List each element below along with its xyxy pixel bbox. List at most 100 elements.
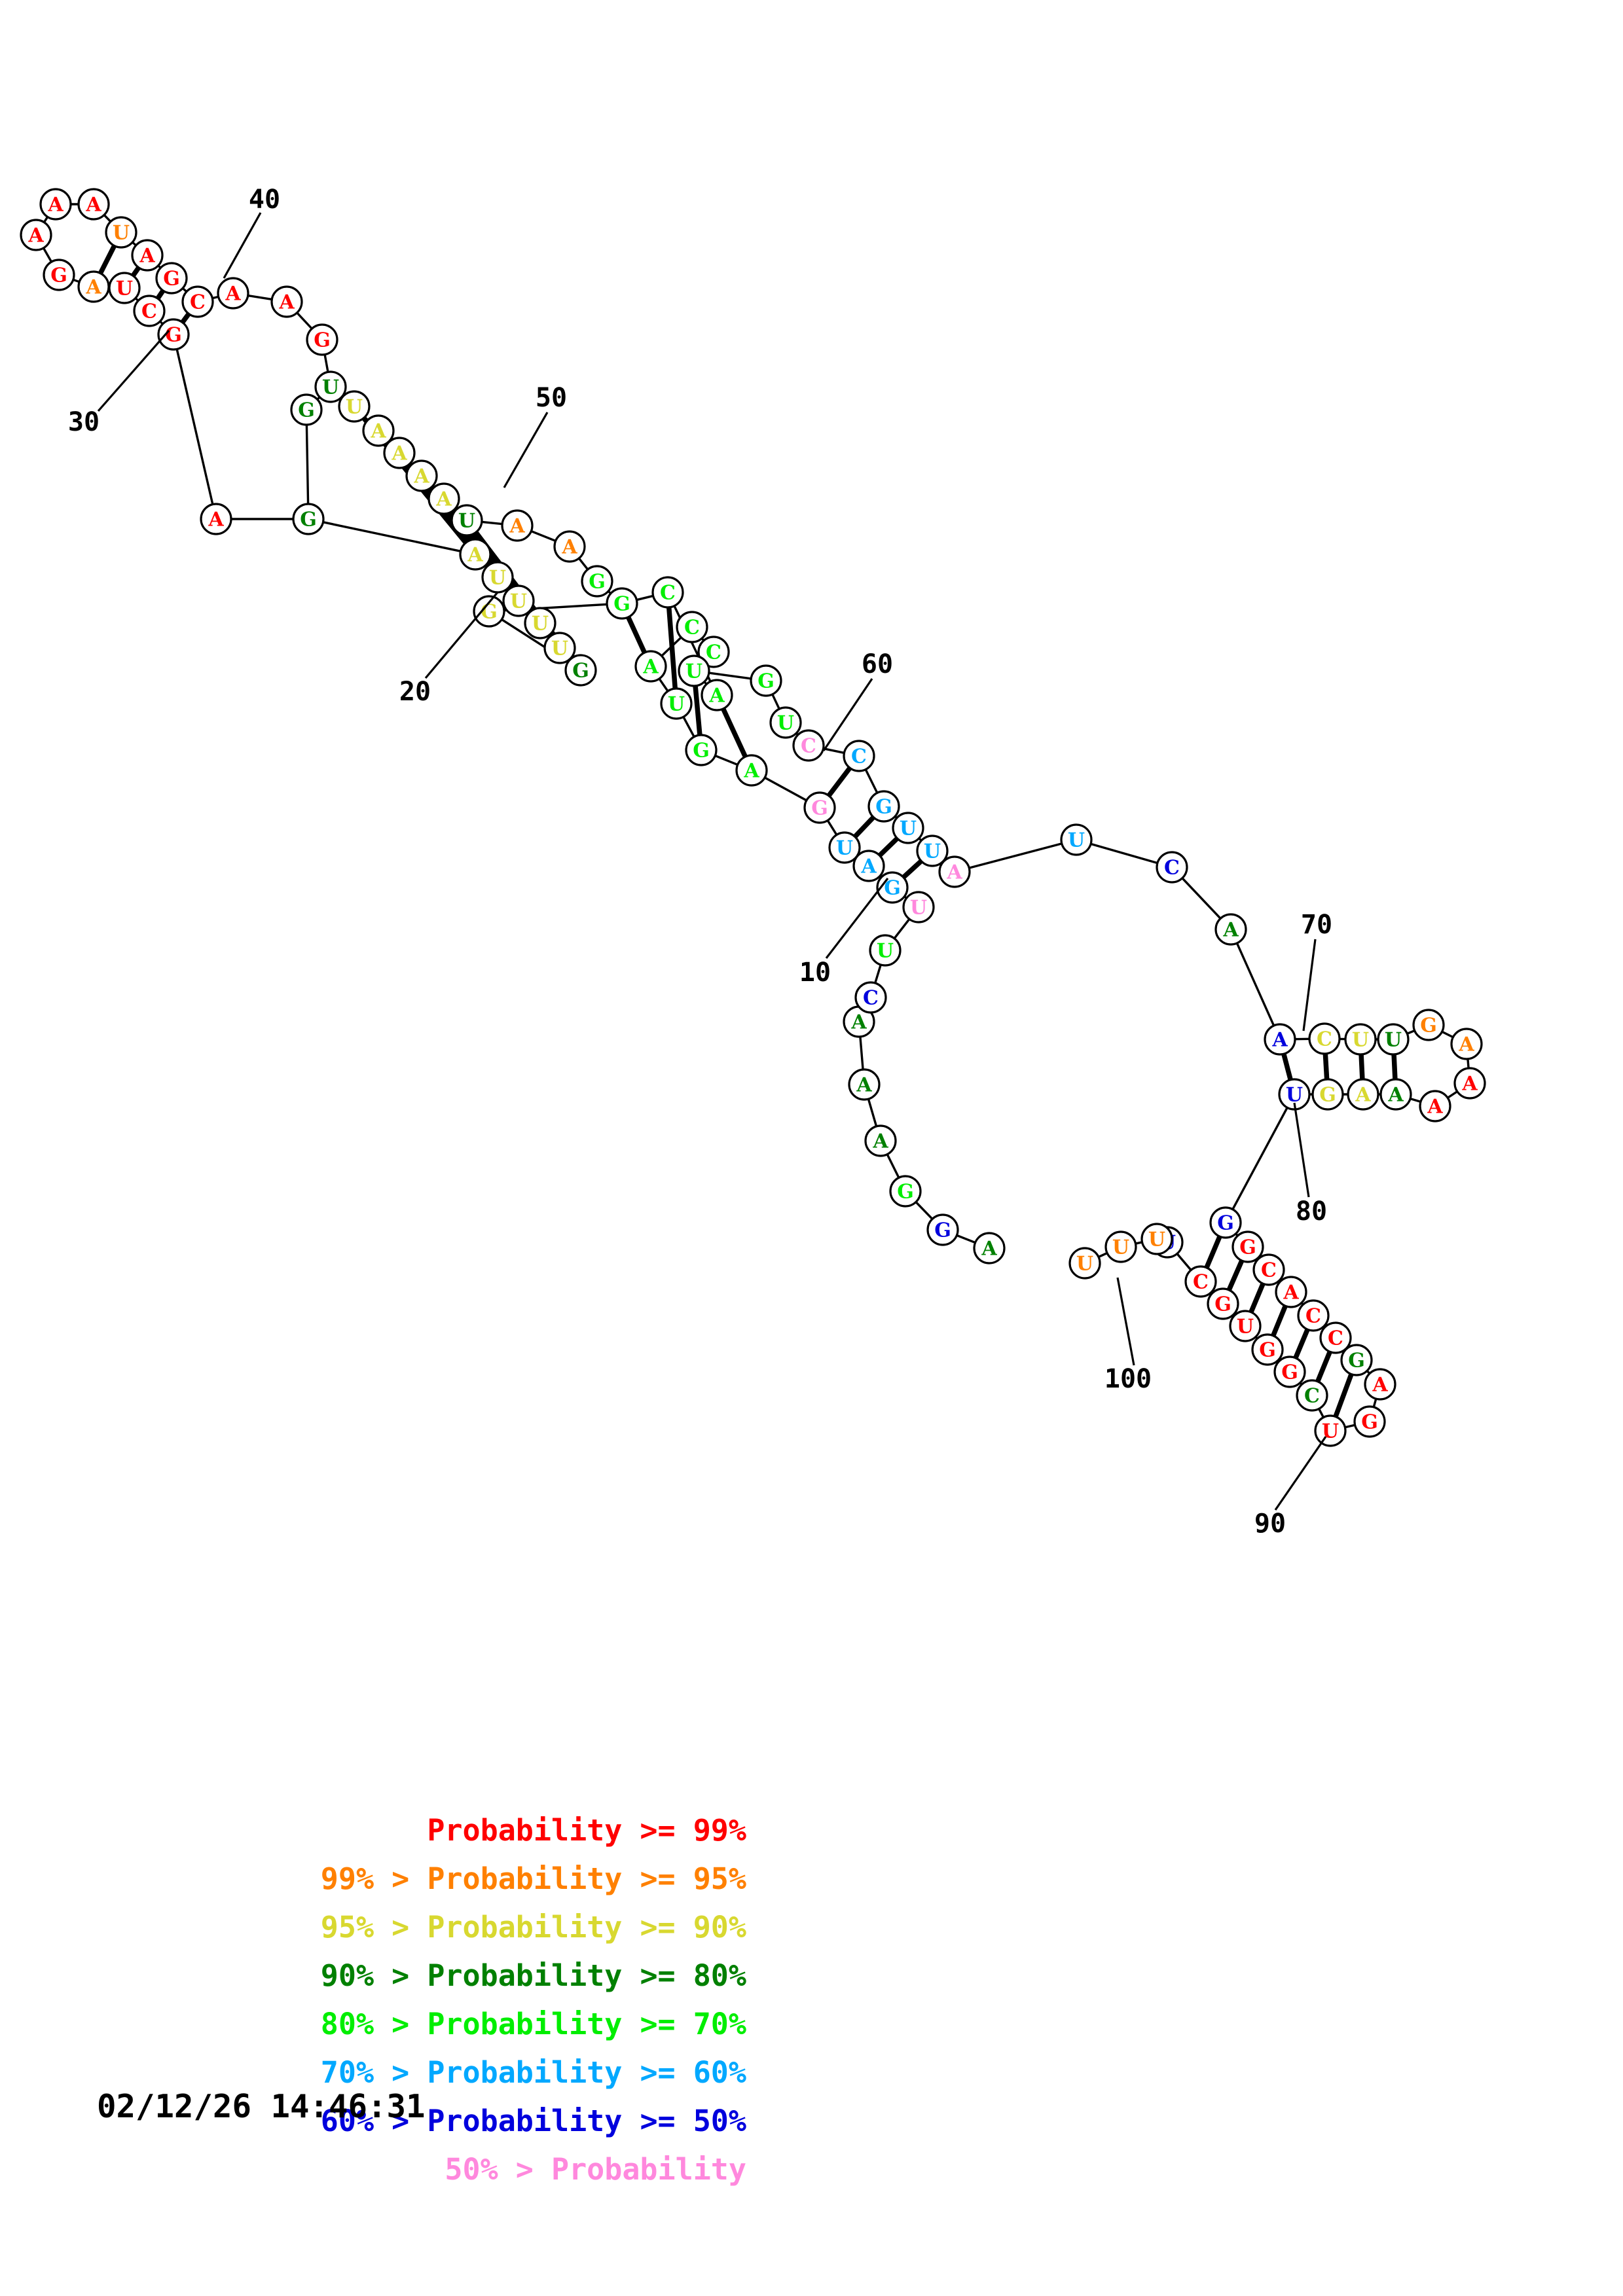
nucleotide-circle	[314, 370, 347, 403]
base-pair-bond	[1281, 1052, 1294, 1082]
nucleotide-letter: U	[1286, 1084, 1303, 1107]
legend-p60: 70% > Probability >= 60%	[320, 2055, 746, 2090]
position-label-30: 30	[68, 407, 100, 437]
nucleotide-letter: A	[225, 283, 241, 306]
nucleotide-74: G	[1412, 1009, 1445, 1041]
nucleotide-80: G	[1311, 1078, 1344, 1111]
nucleotide-circle	[217, 277, 249, 310]
base-pair-bond	[98, 243, 117, 276]
backbone-link	[914, 1200, 934, 1221]
nucleotide-76: A	[1453, 1067, 1486, 1100]
legend-p80: 90% > Probability >= 80%	[320, 1958, 746, 1993]
nucleotide-72: U	[1344, 1023, 1377, 1056]
nucleotide-letter: G	[811, 797, 828, 820]
base-pair-bond	[1322, 1052, 1330, 1081]
backbone-link	[892, 917, 911, 941]
nucleotide-circle	[1275, 1276, 1307, 1308]
nucleotide-circle	[916, 834, 949, 867]
position-leader-line	[1116, 1277, 1135, 1366]
nucleotide-circle	[77, 270, 110, 303]
base-pair-bond	[1203, 1234, 1223, 1270]
backbone-link	[480, 520, 504, 526]
nucleotide-101: U	[1068, 1247, 1101, 1280]
nucleotide-circle	[502, 584, 535, 617]
base-pair-bond	[720, 706, 748, 759]
backbone-link	[1235, 941, 1275, 1028]
nucleotide-letter: A	[1427, 1096, 1443, 1119]
nucleotide-letter: C	[1317, 1028, 1332, 1051]
nucleotide-letter: G	[481, 601, 498, 624]
nucleotide-circle	[843, 740, 875, 772]
nucleotide-circle	[181, 285, 214, 318]
nucleotide-87: C	[1319, 1321, 1352, 1354]
nucleotide-letter: A	[413, 465, 429, 488]
nucleotide-82: G	[1209, 1206, 1242, 1239]
position-leader-line	[825, 878, 889, 959]
nucleotide-circle	[876, 871, 909, 904]
legend-p95: 99% > Probability >= 95%	[320, 1861, 746, 1896]
nucleotide-70: A	[1264, 1023, 1296, 1056]
nucleotide-64: U	[892, 812, 924, 844]
nucleotide-letter: G	[1420, 1014, 1437, 1037]
nucleotide-circle	[676, 611, 708, 643]
nucleotide-circle	[848, 1068, 881, 1101]
nucleotide-letter: A	[856, 1074, 872, 1097]
nucleotide-17: A	[634, 650, 667, 683]
nucleotide-61: C	[792, 729, 825, 762]
nucleotide-48: A	[383, 437, 416, 469]
nucleotide-circle	[581, 565, 613, 598]
nucleotide-circle	[1353, 1405, 1386, 1438]
nucleotide-letter: G	[1281, 1361, 1298, 1384]
nucleotide-circle	[792, 729, 825, 762]
nucleotide-letter: A	[278, 291, 295, 314]
nucleotide-37: U	[105, 216, 137, 249]
nucleotide-24: U	[502, 584, 535, 617]
nucleotide-letter: A	[1458, 1033, 1474, 1056]
nucleotide-letter: A	[1271, 1029, 1288, 1052]
position-leader-line	[97, 329, 170, 412]
nucleotide-letter: G	[875, 796, 892, 819]
nucleotide-letter: A	[1222, 919, 1239, 942]
nucleotide-25: U	[481, 561, 514, 594]
base-pair-bond	[1292, 1327, 1311, 1361]
nucleotide-letter: C	[1328, 1327, 1343, 1350]
nucleotide-circle	[1251, 1333, 1284, 1366]
nucleotide-letter: A	[1461, 1073, 1478, 1096]
nucleotide-circle	[1308, 1022, 1341, 1055]
nucleotide-39: G	[155, 262, 188, 295]
legend-p70: 80% > Probability >= 70%	[320, 2007, 746, 2041]
nucleotide-21: G	[564, 654, 597, 687]
nucleotide-circle	[902, 891, 935, 924]
nucleotide-49: A	[405, 459, 438, 492]
nucleotide-letter: G	[589, 571, 606, 594]
backbone-link	[873, 963, 883, 985]
nucleotide-circle	[660, 687, 693, 720]
nucleotide-circle	[1229, 1310, 1262, 1342]
nucleotide-57: U	[678, 655, 710, 687]
nucleotide-letter: A	[47, 194, 64, 217]
nucleotide-circle	[1319, 1321, 1352, 1354]
nucleotide-letter: C	[851, 745, 867, 768]
nucleotide-circle	[1214, 913, 1247, 946]
nucleotide-letter: G	[1319, 1084, 1336, 1107]
nucleotide-letter: U	[1068, 829, 1085, 852]
nucleotide-letter: G	[300, 509, 317, 531]
nucleotide-89: A	[1364, 1368, 1396, 1401]
nucleotide-letter: C	[1304, 1385, 1320, 1408]
nucleotide-52: A	[501, 509, 534, 542]
backbone-link	[713, 754, 740, 766]
nucleotide-circle	[270, 285, 303, 318]
base-pair-bond	[666, 605, 678, 691]
nucleotide-40: C	[181, 285, 214, 318]
nucleotide-73: U	[1377, 1023, 1410, 1056]
nucleotide-circle	[1156, 851, 1188, 884]
nucleotide-letter: A	[981, 1238, 997, 1261]
position-label-40: 40	[249, 185, 280, 215]
backbone-link	[682, 715, 696, 739]
nucleotide-circle	[564, 654, 597, 687]
nucleotide-circle	[362, 414, 395, 447]
probability-legend: Probability >= 99% 99% > Probability >= 9…	[0, 1806, 746, 2194]
nucleotide-circle	[926, 1213, 959, 1246]
